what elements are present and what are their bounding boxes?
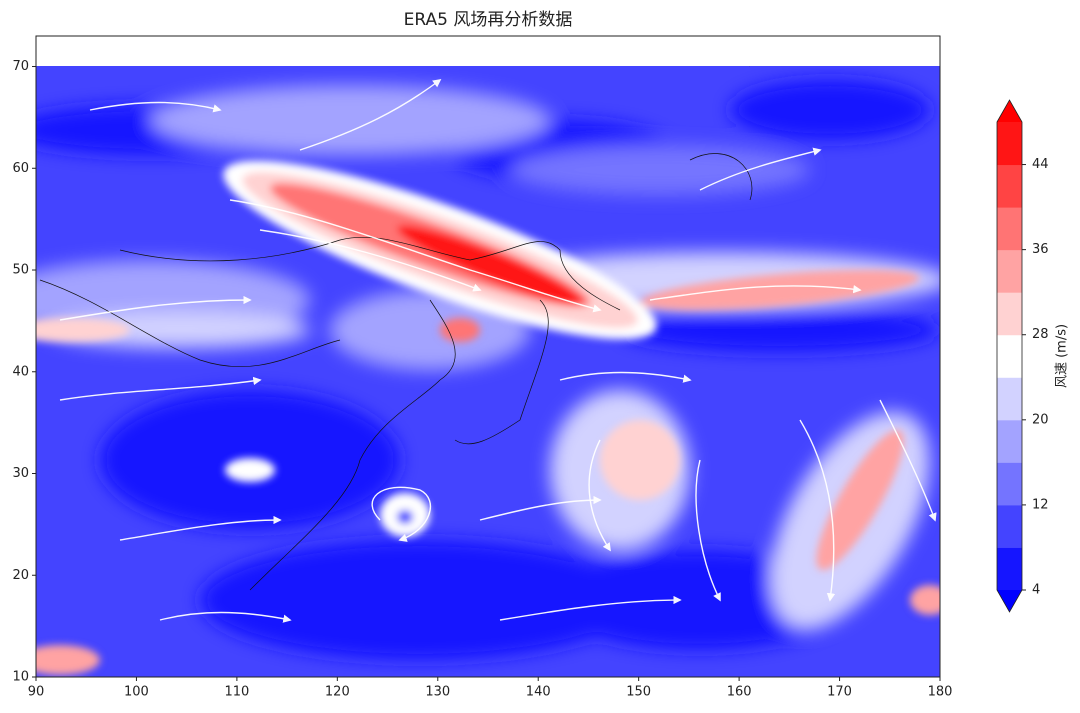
colorbar-band [997,377,1022,421]
x-tick-label: 120 [325,685,350,700]
plot-frame [35,35,941,678]
x-tick-label: 90 [28,685,45,700]
colorbar-label: 风速 (m/s) [1055,324,1070,388]
colorbar-band [997,419,1022,463]
colorbar-tick-label: 4 [1032,583,1040,598]
y-tick-label: 60 [12,161,29,176]
y-tick-label: 10 [12,670,29,685]
x-tick-label: 140 [526,685,551,700]
x-tick-label: 160 [727,685,752,700]
colorbar-band [997,122,1022,166]
colorbar-tick-label: 28 [1032,327,1049,342]
colorbar-tick-label: 20 [1032,412,1049,427]
colorbar-band [997,504,1022,548]
x-tick-label: 130 [425,685,450,700]
colorbar-band [997,462,1022,506]
colorbar-extend-max [997,100,1022,122]
colorbar-tick-label: 36 [1032,242,1049,257]
colorbar-extend-min [997,590,1022,612]
x-tick-label: 150 [626,685,651,700]
colorbar-band [997,292,1022,336]
chart-title: ERA5 风场再分析数据 [404,10,573,30]
colorbar: 4 12 20 28 36 44 风速 (m/s) [996,99,1070,613]
y-tick-label: 20 [12,568,29,583]
x-tick-label: 180 [928,685,953,700]
axes: 90 100 110 120 130 140 150 160 170 180 10 20 30 40 50 6… [12,59,952,699]
y-tick-label: 40 [12,364,29,379]
y-tick-label: 50 [12,263,29,278]
colorbar-band [997,164,1022,208]
colorbar-tick-label: 12 [1032,497,1049,512]
wind-field [36,66,940,677]
colorbar-band [997,547,1022,591]
y-tick-label: 30 [12,466,29,481]
x-tick-label: 170 [827,685,852,700]
colorbar-band [997,207,1022,251]
colorbar-tick-label: 44 [1032,157,1049,172]
y-tick-label: 70 [12,59,29,74]
x-tick-label: 100 [124,685,149,700]
colorbar-band [997,249,1022,293]
colorbar-band [997,334,1022,378]
x-tick-label: 110 [224,685,249,700]
